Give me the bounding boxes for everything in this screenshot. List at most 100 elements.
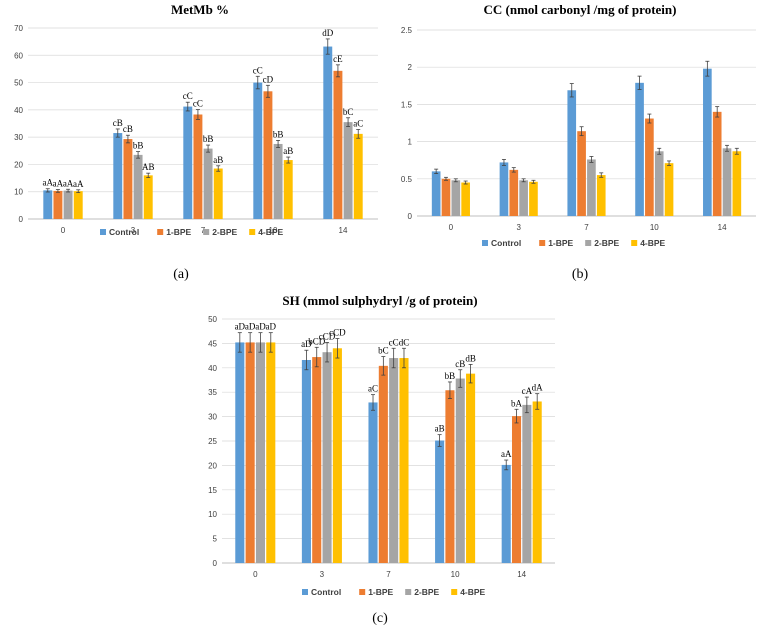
bar-4-bpe xyxy=(213,168,223,219)
bar-2-bpe xyxy=(255,342,266,563)
legend-entry: Control xyxy=(311,587,341,597)
bar-2-bpe xyxy=(451,180,461,216)
bar-4-bpe xyxy=(399,358,409,563)
chart-title: CC (nmol carbonyl /mg of protein) xyxy=(484,2,677,17)
legend-swatch xyxy=(203,229,210,235)
x-tick-label: 10 xyxy=(269,226,278,235)
bar-1-bpe xyxy=(445,390,455,563)
legend-swatch xyxy=(249,229,256,235)
y-tick-label: 30 xyxy=(14,133,23,142)
x-tick-label: 3 xyxy=(320,570,325,579)
bar-control xyxy=(635,82,644,216)
x-tick-label: 14 xyxy=(517,570,526,579)
data-label: aB xyxy=(213,155,223,165)
data-label: AB xyxy=(142,162,155,172)
legend-swatch xyxy=(539,240,546,246)
legend-swatch xyxy=(359,589,366,595)
legend-entry: 4-BPE xyxy=(460,587,485,597)
bar-2-bpe xyxy=(587,159,596,216)
legend-entry: 2-BPE xyxy=(414,587,439,597)
data-label: dC xyxy=(399,337,410,347)
x-tick-label: 14 xyxy=(339,226,348,235)
legend-entry: Control xyxy=(109,227,139,237)
bar-2-bpe xyxy=(63,190,73,219)
bar-1-bpe xyxy=(645,118,654,216)
bar-2-bpe xyxy=(722,148,732,216)
data-label: cC xyxy=(389,337,399,347)
y-tick-label: 45 xyxy=(208,339,217,348)
legend-swatch xyxy=(302,589,308,595)
data-label: aA xyxy=(73,179,84,189)
bar-2-bpe xyxy=(654,151,664,216)
data-label: aC xyxy=(353,119,363,129)
data-label: cC xyxy=(253,65,263,75)
panel-label: (b) xyxy=(572,267,589,282)
chart-b: CC (nmol carbonyl /mg of protein) 0 0.5 1 1.… xyxy=(401,2,756,282)
data-label: aA xyxy=(63,178,74,188)
bar-1-bpe xyxy=(333,70,343,220)
bar-control xyxy=(113,133,123,219)
data-label: aB xyxy=(435,424,445,434)
legend-swatch xyxy=(631,240,638,246)
data-label: cC xyxy=(193,99,203,109)
chart-title: MetMb % xyxy=(171,2,229,17)
y-tick-label: 1.5 xyxy=(401,100,413,109)
bar-1-bpe xyxy=(245,342,255,563)
data-label: dD xyxy=(322,28,334,38)
bar-4-bpe xyxy=(732,151,742,216)
data-label: bC xyxy=(378,346,389,356)
x-tick-label: 0 xyxy=(449,223,454,232)
bar-1-bpe xyxy=(577,131,586,216)
bar-control xyxy=(253,82,263,219)
x-tick-label: 3 xyxy=(131,226,136,235)
bar-2-bpe xyxy=(455,378,465,563)
bar-1-bpe xyxy=(509,169,519,216)
data-label: aA xyxy=(501,449,512,459)
chart-c: SH (mmol sulphydryl /g of protein) 0 5 10 15… xyxy=(208,293,555,626)
legend-entry: 2-BPE xyxy=(212,227,237,237)
bar-control xyxy=(431,171,441,216)
data-label: aD xyxy=(266,322,277,332)
bar-control xyxy=(43,190,53,219)
y-tick-label: 2 xyxy=(408,63,413,72)
data-label: aA xyxy=(53,179,64,189)
bar-control xyxy=(323,46,333,219)
bar-4-bpe xyxy=(596,175,606,216)
data-label: cD xyxy=(263,74,274,84)
y-tick-label: 0 xyxy=(213,559,218,568)
bar-4-bpe xyxy=(353,133,363,219)
bar-control xyxy=(235,342,245,563)
bar-1-bpe xyxy=(441,178,451,216)
legend-swatch xyxy=(585,240,592,246)
data-label: cA xyxy=(522,386,533,396)
bar-1-bpe xyxy=(193,114,203,219)
data-label: aB xyxy=(283,146,293,156)
bar-2-bpe xyxy=(389,358,399,563)
bar-1-bpe xyxy=(712,111,722,216)
x-tick-label: 7 xyxy=(584,223,589,232)
y-tick-label: 1 xyxy=(408,138,413,147)
y-tick-label: 50 xyxy=(208,315,217,324)
bar-4-bpe xyxy=(461,182,470,216)
y-tick-label: 40 xyxy=(14,106,23,115)
legend-entry: Control xyxy=(491,238,521,248)
bar-1-bpe xyxy=(263,91,273,219)
x-tick-label: 14 xyxy=(718,223,727,232)
y-tick-label: 60 xyxy=(14,51,23,60)
legend-entry: 1-BPE xyxy=(368,587,393,597)
bar-4-bpe xyxy=(466,373,476,563)
x-tick-label: 10 xyxy=(451,570,460,579)
panel-label: (a) xyxy=(173,267,189,282)
data-label: bB xyxy=(203,134,214,144)
data-label: aD xyxy=(235,322,246,332)
data-label: cB xyxy=(455,359,465,369)
y-tick-label: 15 xyxy=(208,486,217,495)
bar-4-bpe xyxy=(266,342,276,563)
bar-4-bpe xyxy=(332,348,342,563)
bar-1-bpe xyxy=(123,139,133,219)
chart-title: SH (mmol sulphydryl /g of protein) xyxy=(282,293,477,308)
data-label: cCD xyxy=(319,331,336,341)
legend-swatch xyxy=(405,589,412,595)
data-label: bCD xyxy=(308,336,326,346)
